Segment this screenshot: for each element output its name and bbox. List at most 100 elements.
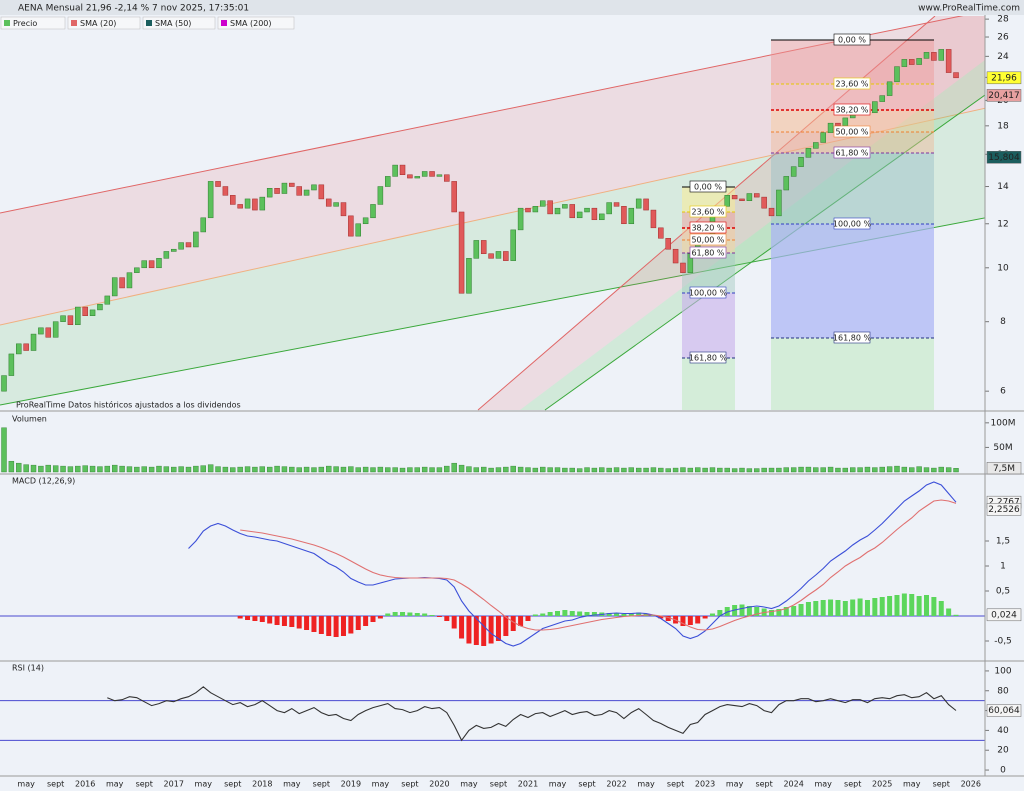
volume-bar xyxy=(672,467,679,473)
volume-bar xyxy=(326,465,332,473)
volume-bar xyxy=(695,467,701,473)
candle-body xyxy=(547,200,553,215)
candle-body xyxy=(466,258,472,294)
candle-body xyxy=(60,315,66,322)
x-tick-label: 2016 xyxy=(75,780,95,789)
candle-body xyxy=(879,95,885,102)
volume-bar xyxy=(163,466,170,473)
volume-bar xyxy=(621,467,627,473)
candle-body xyxy=(163,251,170,259)
histogram-bar xyxy=(289,616,295,627)
legend-swatch xyxy=(71,20,77,26)
candle-body xyxy=(333,202,339,207)
candle-body xyxy=(38,327,44,335)
histogram-bar xyxy=(569,611,575,616)
volume-bar xyxy=(702,467,708,473)
histogram-bar xyxy=(459,616,465,639)
histogram-bar xyxy=(717,610,723,616)
volume-bar xyxy=(97,466,103,473)
candle-body xyxy=(156,258,162,269)
value-tag-label: 2,2526 xyxy=(988,505,1020,515)
volume-bar xyxy=(178,466,184,473)
histogram-bar xyxy=(370,616,376,622)
volume-bar xyxy=(569,467,575,473)
volume-bar xyxy=(532,467,539,473)
candle-body xyxy=(119,277,125,289)
channel-line xyxy=(0,16,964,214)
histogram-bar xyxy=(938,601,944,616)
histogram-bar xyxy=(473,616,479,645)
candle-body xyxy=(215,181,221,187)
candle-body xyxy=(340,202,347,217)
histogram-bar xyxy=(318,616,324,634)
candle-body xyxy=(111,277,118,297)
x-tick-label: 2025 xyxy=(872,780,892,789)
candle-body xyxy=(562,204,568,209)
volume-bar xyxy=(370,467,376,473)
volume-bar xyxy=(798,466,804,473)
y-tick-label: 80 xyxy=(997,686,1009,696)
histogram-bar xyxy=(614,613,620,616)
histogram-bar xyxy=(481,616,487,646)
candle-body xyxy=(170,248,177,252)
volume-bar xyxy=(517,466,524,473)
fib-label: 38,20 % xyxy=(835,106,868,115)
x-tick-label: may xyxy=(637,780,655,789)
histogram-bar xyxy=(894,595,900,616)
histogram-bar xyxy=(828,599,834,616)
volume-bar xyxy=(658,467,664,473)
histogram-bar xyxy=(532,614,538,616)
value-tag xyxy=(986,71,1022,85)
x-tick-label: sept xyxy=(401,780,418,789)
volume-bar xyxy=(495,467,502,473)
legend-box xyxy=(142,16,216,30)
candle-body xyxy=(414,176,421,179)
fib-band xyxy=(682,293,735,358)
volume-bar xyxy=(1,427,7,473)
histogram-bar xyxy=(547,612,553,616)
volume-bar xyxy=(355,467,361,473)
fib-label: 23,60 % xyxy=(835,80,868,89)
histogram-bar xyxy=(783,607,789,616)
histogram-bar xyxy=(872,598,878,616)
candle-body xyxy=(89,309,96,316)
histogram-bar xyxy=(340,616,346,636)
y-tick-label: 10 xyxy=(997,263,1009,273)
candle-body xyxy=(790,166,797,177)
x-tick-label: 2022 xyxy=(606,780,626,789)
candle-body xyxy=(52,321,59,338)
volume-bar xyxy=(230,467,236,473)
fib-band xyxy=(682,358,735,410)
candle-body xyxy=(318,184,325,200)
volume-bar xyxy=(790,467,797,473)
candle-body xyxy=(325,198,332,207)
volume-bar xyxy=(680,467,686,473)
fib-label-box xyxy=(689,351,727,364)
header-title: AENA Mensual 21,96 -2,14 % 7 nov 2025, 1… xyxy=(18,4,249,14)
x-tick-label: may xyxy=(460,780,478,789)
candle-body xyxy=(724,195,730,207)
volume-bar xyxy=(156,465,162,473)
volume-bar xyxy=(252,466,258,473)
histogram-bar xyxy=(562,610,568,616)
y-tick-label: 26 xyxy=(997,33,1009,43)
fib-label-box xyxy=(689,221,727,234)
histogram-bar xyxy=(510,616,516,631)
value-tag xyxy=(986,704,1022,717)
x-tick-label: sept xyxy=(490,780,507,789)
fib-label: 0,00 % xyxy=(838,36,866,45)
fib-label-box xyxy=(833,125,871,138)
y-tick-label: 1 xyxy=(1000,562,1006,572)
histogram-bar xyxy=(377,616,383,619)
volume-bar xyxy=(193,465,199,473)
candle-body xyxy=(281,182,288,194)
macd-line xyxy=(188,481,957,647)
fib-label-box xyxy=(689,246,727,259)
candle-body xyxy=(495,251,502,259)
histogram-bar xyxy=(444,616,450,621)
volume-bar xyxy=(126,466,133,473)
candle-body xyxy=(436,174,443,177)
x-tick-label: 2019 xyxy=(341,780,361,789)
candle-body xyxy=(945,49,952,73)
volume-bar xyxy=(665,468,671,473)
